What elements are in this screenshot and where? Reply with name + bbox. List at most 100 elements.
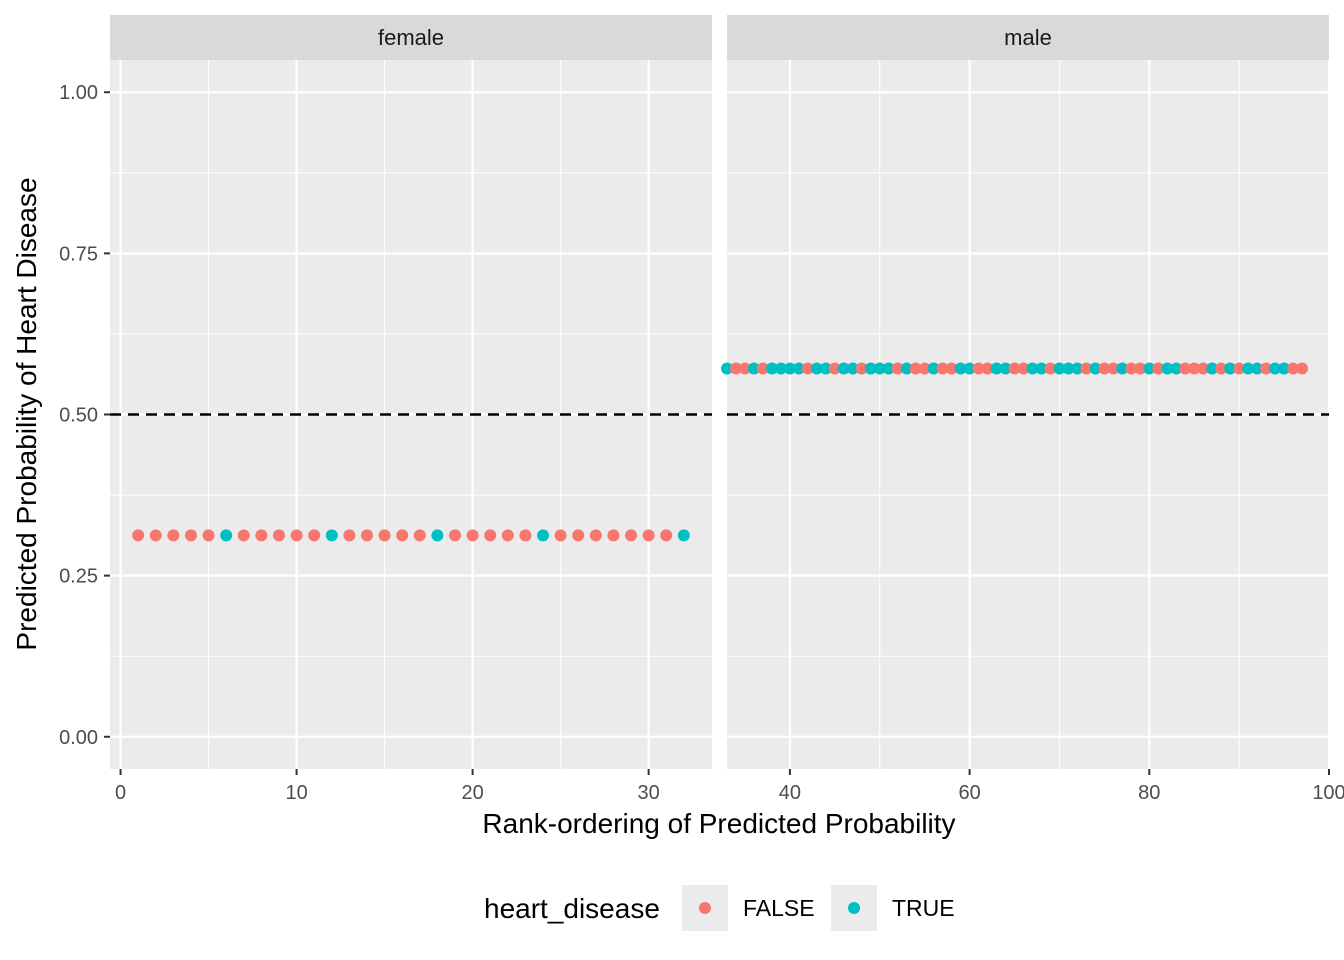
data-point-false xyxy=(1152,362,1165,375)
data-point-true xyxy=(963,362,976,375)
y-tick-label: 0.75 xyxy=(59,243,98,265)
data-point-false xyxy=(184,529,197,542)
data-points xyxy=(132,362,1309,542)
data-point-false xyxy=(1008,362,1021,375)
data-point-true xyxy=(954,362,967,375)
x-tick-label: 60 xyxy=(958,782,980,804)
data-point-false xyxy=(308,529,321,542)
data-point-false xyxy=(1044,362,1057,375)
x-tick-label: 80 xyxy=(1138,782,1160,804)
data-point-true xyxy=(1242,362,1255,375)
data-point-false xyxy=(660,529,673,542)
data-point-false xyxy=(801,362,814,375)
legend-point-false xyxy=(699,902,711,914)
data-point-true xyxy=(1278,362,1291,375)
facet-strip-label: female xyxy=(378,25,444,50)
data-point-true xyxy=(537,529,550,542)
data-point-false xyxy=(1287,362,1300,375)
data-point-false xyxy=(1098,362,1111,375)
data-point-false xyxy=(1134,362,1147,375)
data-point-false xyxy=(1080,362,1093,375)
data-point-false xyxy=(132,529,145,542)
y-tick-label: 0.25 xyxy=(59,566,98,588)
data-point-true xyxy=(677,529,690,542)
data-point-true xyxy=(1269,362,1282,375)
data-point-false xyxy=(828,362,841,375)
data-point-false xyxy=(729,362,742,375)
data-point-false xyxy=(396,529,409,542)
data-point-false xyxy=(149,529,162,542)
facet-strip-female xyxy=(110,15,712,60)
data-point-false xyxy=(572,529,585,542)
data-point-false xyxy=(167,529,180,542)
data-point-false xyxy=(1179,362,1192,375)
data-point-false xyxy=(981,362,994,375)
data-point-false xyxy=(272,529,285,542)
data-point-false xyxy=(519,529,532,542)
data-point-false xyxy=(855,362,868,375)
axes: 0 10 20 30 40 60 80 100 0.00 0.25 0.50 0.75 1.00 xyxy=(59,82,1344,804)
data-point-false xyxy=(945,362,958,375)
legend-point-true xyxy=(848,902,860,914)
data-point-true xyxy=(1143,362,1156,375)
data-point-false xyxy=(625,529,638,542)
legend-title: heart_disease xyxy=(484,893,660,924)
data-point-false xyxy=(1125,362,1138,375)
data-point-true xyxy=(792,362,805,375)
data-point-false xyxy=(918,362,931,375)
x-axis-title: Rank-ordering of Predicted Probability xyxy=(482,808,955,839)
data-point-false xyxy=(1296,362,1309,375)
data-point-false xyxy=(449,529,462,542)
legend-label-false: FALSE xyxy=(743,895,815,921)
data-point-true xyxy=(999,362,1012,375)
data-point-false xyxy=(936,362,949,375)
data-point-true xyxy=(1053,362,1066,375)
legend: heart_disease FALSE TRUE xyxy=(484,885,955,931)
data-point-true xyxy=(325,529,338,542)
data-point-true xyxy=(431,529,444,542)
data-point-true xyxy=(765,362,778,375)
y-tick-label: 0.00 xyxy=(59,727,98,749)
data-point-true xyxy=(927,362,940,375)
data-point-true xyxy=(1170,362,1183,375)
data-point-true xyxy=(783,362,796,375)
data-point-false xyxy=(501,529,514,542)
data-point-true xyxy=(1224,362,1237,375)
data-point-true xyxy=(1116,362,1129,375)
data-point-false xyxy=(255,529,268,542)
data-point-false xyxy=(484,529,497,542)
data-point-false xyxy=(589,529,602,542)
data-point-true xyxy=(1062,362,1075,375)
x-tick-label: 0 xyxy=(115,782,126,804)
data-point-false xyxy=(202,529,215,542)
data-point-true xyxy=(846,362,859,375)
data-point-false xyxy=(909,362,922,375)
data-point-false xyxy=(1017,362,1030,375)
data-point-false xyxy=(237,529,250,542)
data-point-true xyxy=(1026,362,1039,375)
data-point-true xyxy=(1206,362,1219,375)
data-point-false xyxy=(466,529,479,542)
data-point-true xyxy=(882,362,895,375)
data-point-false xyxy=(1233,362,1246,375)
data-point-true xyxy=(747,362,760,375)
data-point-false xyxy=(891,362,904,375)
data-point-false xyxy=(1260,362,1273,375)
data-point-false xyxy=(1215,362,1228,375)
data-point-false xyxy=(554,529,567,542)
x-tick-label: 100 xyxy=(1312,782,1344,804)
data-point-false xyxy=(360,529,373,542)
data-point-true xyxy=(864,362,877,375)
data-point-true xyxy=(721,362,733,375)
data-point-true xyxy=(1161,362,1174,375)
y-tick-label: 1.00 xyxy=(59,82,98,104)
data-point-true xyxy=(819,362,832,375)
data-point-false xyxy=(972,362,985,375)
data-point-false xyxy=(1107,362,1120,375)
legend-label-true: TRUE xyxy=(892,895,955,921)
data-point-false xyxy=(1197,362,1210,375)
data-point-false xyxy=(642,529,655,542)
data-point-true xyxy=(1089,362,1102,375)
data-point-true xyxy=(1035,362,1048,375)
